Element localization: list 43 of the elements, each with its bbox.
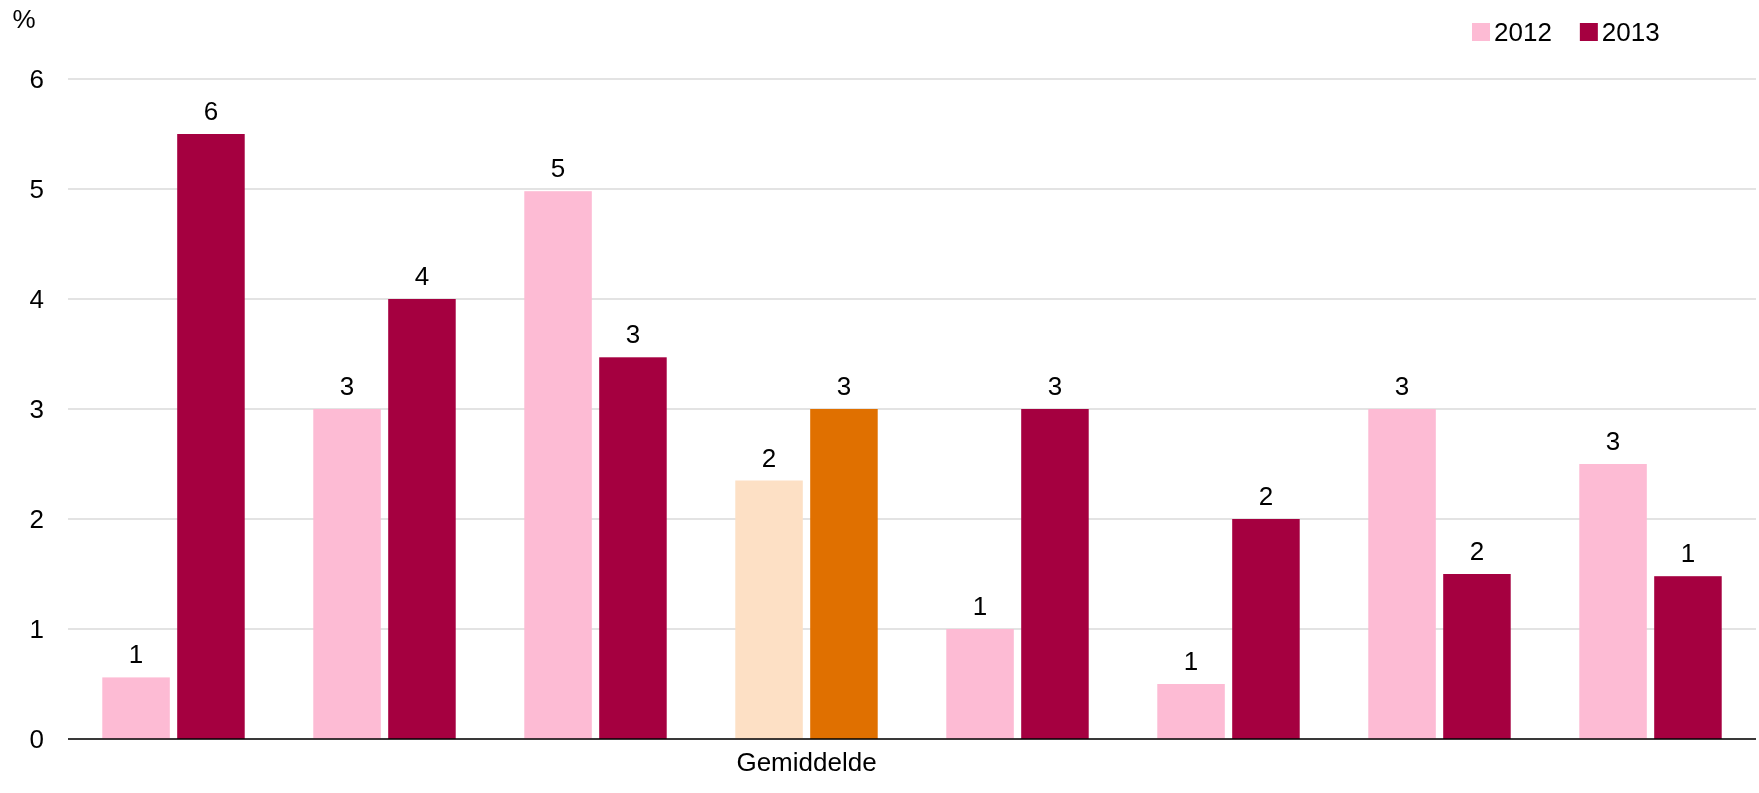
bar: [313, 409, 381, 739]
data-label: 3: [625, 319, 641, 350]
y-tick-label: 0: [29, 723, 44, 754]
data-label: 3: [836, 371, 852, 401]
bar: [599, 357, 667, 739]
bar: [735, 480, 803, 739]
data-label: 3: [339, 371, 355, 401]
data-label: 3: [1605, 426, 1621, 456]
legend-label: 2012: [1494, 17, 1552, 47]
y-tick-label: 5: [29, 173, 44, 204]
bar: [1232, 519, 1300, 739]
y-tick-label: 6: [29, 63, 44, 94]
bar: [1654, 576, 1722, 739]
bar: [1579, 464, 1647, 739]
legend-label: 2013: [1601, 17, 1660, 47]
data-label: 6: [203, 96, 219, 126]
y-axis-title: %: [12, 4, 36, 34]
bar: [810, 409, 878, 739]
bar: [1443, 574, 1511, 739]
y-tick-label: 4: [29, 283, 44, 314]
bar: [177, 134, 245, 739]
data-label: 1: [972, 591, 988, 621]
data-label: 1: [128, 639, 144, 670]
data-label: 5: [550, 153, 566, 184]
bar: [524, 191, 592, 739]
bar: [1368, 409, 1436, 739]
data-label: 2: [761, 442, 777, 473]
data-label: 2: [1469, 536, 1485, 566]
data-label: 3: [1047, 371, 1063, 401]
bar: [946, 629, 1014, 739]
bar: [388, 299, 456, 739]
data-label: 3: [1394, 371, 1410, 401]
bar: [1021, 409, 1089, 739]
data-label: 1: [1680, 538, 1696, 569]
y-tick-label: 2: [29, 503, 44, 534]
x-tick-label: Gemiddelde: [736, 747, 877, 778]
data-label: 2: [1258, 481, 1274, 511]
bar: [102, 677, 170, 739]
data-label: 1: [1183, 646, 1199, 676]
y-tick-label: 3: [29, 393, 44, 424]
y-tick-label: 1: [29, 613, 44, 644]
data-label: 4: [414, 261, 430, 291]
bar: [1157, 684, 1225, 739]
